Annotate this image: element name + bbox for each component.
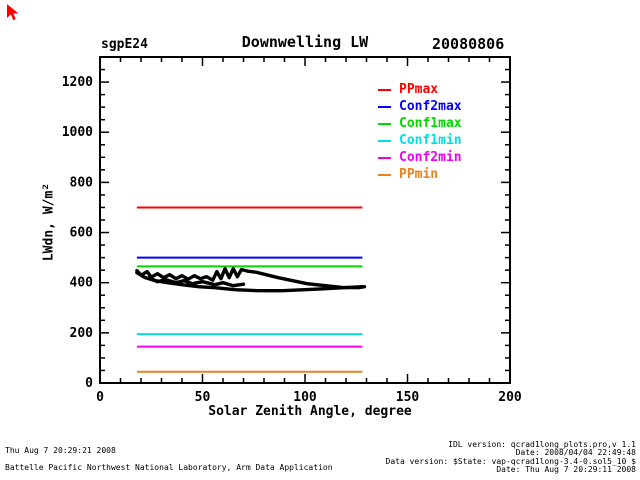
y-tick-label: 0 bbox=[85, 376, 93, 391]
legend-dash-icon bbox=[378, 156, 391, 159]
legend-item-conf1max: Conf1max bbox=[378, 115, 462, 132]
legend: PPmax Conf2max Conf1max Conf1min Conf2min PPm… bbox=[378, 81, 462, 183]
legend-dash-icon bbox=[378, 139, 391, 142]
date-label: 20080806 bbox=[432, 35, 505, 53]
site-label: sgpE24 bbox=[101, 37, 148, 52]
legend-item-ppmax: PPmax bbox=[378, 81, 462, 98]
y-axis-label: LWdn, W/m² bbox=[41, 182, 57, 262]
y-tick-label: 400 bbox=[70, 276, 94, 291]
x-tick-label: 200 bbox=[498, 390, 522, 405]
legend-dash-icon bbox=[378, 105, 391, 108]
legend-dash-icon bbox=[378, 173, 391, 176]
x-tick-label: 150 bbox=[396, 390, 420, 405]
footer-timestamp: Thu Aug 7 20:29:21 2008 bbox=[5, 446, 116, 455]
footer-idl-version: IDL version: qcrad1long_plots.pro,v 1.1 bbox=[448, 440, 636, 449]
legend-label: PPmax bbox=[399, 82, 439, 97]
y-tick-label: 1200 bbox=[62, 75, 93, 90]
legend-item-conf1min: Conf1min bbox=[378, 132, 462, 149]
cursor-arrow bbox=[7, 4, 19, 21]
x-axis-label: Solar Zenith Angle, degree bbox=[208, 404, 412, 419]
legend-dash-icon bbox=[378, 88, 391, 91]
legend-item-ppmin: PPmin bbox=[378, 166, 462, 183]
legend-label: PPmin bbox=[399, 167, 439, 182]
footer-version-block: IDL version: qcrad1long_plots.pro,v 1.1 … bbox=[385, 440, 636, 475]
legend-label: Conf1max bbox=[399, 116, 462, 131]
footer-organization: Battelle Pacific Northwest National Labo… bbox=[5, 463, 333, 472]
footer-idl-date: Date: 2008/04/04 22:49:48 bbox=[515, 448, 636, 458]
footer-data-version: Data version: $State: vap-qcrad1long-3.4… bbox=[385, 456, 636, 466]
legend-item-conf2max: Conf2max bbox=[378, 98, 462, 115]
y-tick-label: 200 bbox=[70, 326, 94, 341]
trace-lwdn-branch-inner bbox=[147, 275, 246, 288]
footer-plot-date: Date: Thu Aug 7 20:29:11 2008 bbox=[496, 465, 636, 475]
legend-label: Conf2max bbox=[399, 99, 462, 114]
legend-label: Conf1min bbox=[399, 133, 462, 148]
y-tick-label: 600 bbox=[70, 226, 94, 241]
trace-lwdn-branch-upper bbox=[135, 266, 367, 290]
legend-item-conf2min: Conf2min bbox=[378, 149, 462, 166]
x-tick-label: 50 bbox=[195, 390, 211, 405]
x-tick-label: 100 bbox=[293, 390, 317, 405]
x-tick-label: 0 bbox=[96, 390, 104, 405]
plot-title: Downwelling LW bbox=[241, 33, 369, 51]
legend-label: Conf2min bbox=[399, 150, 462, 165]
legend-dash-icon bbox=[378, 122, 391, 125]
y-tick-label: 800 bbox=[70, 175, 94, 190]
y-tick-label: 1000 bbox=[62, 125, 93, 140]
